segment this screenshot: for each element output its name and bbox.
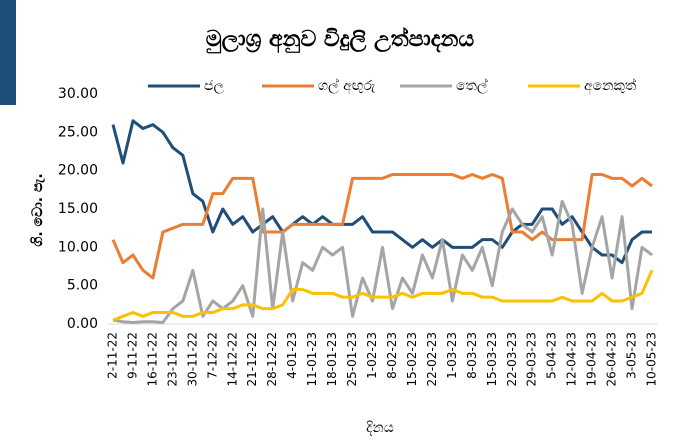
x-tick-label: 9-11-22 bbox=[125, 332, 139, 379]
x-tick-label: 23-11-22 bbox=[165, 332, 179, 386]
x-tick-label: 11-01-23 bbox=[305, 332, 319, 386]
y-tick-label: 5.00 bbox=[67, 278, 98, 294]
y-axis-title: ගි. වො. පැ. bbox=[30, 173, 46, 246]
side-panel bbox=[0, 0, 16, 105]
series-line bbox=[111, 119, 652, 265]
chart-title: මුලාශ්‍ර අනුව විදුලි උත්පාදනය bbox=[206, 26, 475, 54]
legend-label: අනෙකුත් bbox=[584, 78, 637, 95]
x-tick-label: 8-03-23 bbox=[465, 332, 479, 379]
x-tick-label: 8-02-23 bbox=[385, 332, 399, 379]
x-tick-label: 1-03-23 bbox=[445, 332, 459, 379]
x-tick-label: 1-02-23 bbox=[365, 332, 379, 379]
y-tick-label: 30.00 bbox=[58, 86, 98, 102]
y-tick-label: 10.00 bbox=[58, 239, 98, 255]
x-tick-label: 30-11-22 bbox=[185, 332, 199, 386]
x-axis-title: දිනය bbox=[366, 420, 394, 436]
y-tick-label: 20.00 bbox=[58, 163, 98, 179]
x-tick-label: 2-11-22 bbox=[106, 332, 120, 379]
x-tick-label: 21-12-22 bbox=[245, 332, 259, 386]
x-tick-label: 25-01-23 bbox=[345, 332, 359, 386]
x-tick-label: 5-04-23 bbox=[545, 332, 559, 379]
y-tick-label: 25.00 bbox=[58, 124, 98, 140]
legend-label: ජල bbox=[204, 78, 224, 94]
x-tick-label: 12-04-23 bbox=[565, 332, 579, 386]
legend-label: ගල් අඟුරු bbox=[318, 78, 375, 95]
x-tick-label: 28-12-22 bbox=[265, 332, 279, 386]
x-tick-label: 15-03-23 bbox=[485, 332, 499, 386]
x-tick-label: 14-12-22 bbox=[225, 332, 239, 386]
series-line bbox=[112, 269, 654, 322]
x-tick-label: 10-05-23 bbox=[645, 332, 659, 386]
x-tick-label: 18-01-23 bbox=[325, 332, 339, 386]
y-tick-label: 0.00 bbox=[67, 316, 98, 332]
y-tick-label: 15.00 bbox=[58, 201, 98, 217]
x-tick-label: 22-02-23 bbox=[425, 332, 439, 386]
x-tick-label: 29-03-23 bbox=[525, 332, 539, 386]
x-tick-label: 16-11-22 bbox=[145, 332, 159, 386]
x-tick-label: 19-04-23 bbox=[585, 332, 599, 386]
legend-label: තෙල් bbox=[456, 78, 488, 94]
x-tick-label: 3-05-23 bbox=[625, 332, 639, 379]
series-line bbox=[111, 173, 653, 280]
x-tick-label: 22-03-23 bbox=[505, 332, 519, 386]
x-tick-label: 7-12-22 bbox=[205, 332, 219, 379]
x-tick-label: 26-04-23 bbox=[605, 332, 619, 386]
series-line bbox=[112, 199, 653, 324]
x-tick-label: 4-01-23 bbox=[285, 332, 299, 379]
x-tick-label: 15-02-23 bbox=[405, 332, 419, 386]
